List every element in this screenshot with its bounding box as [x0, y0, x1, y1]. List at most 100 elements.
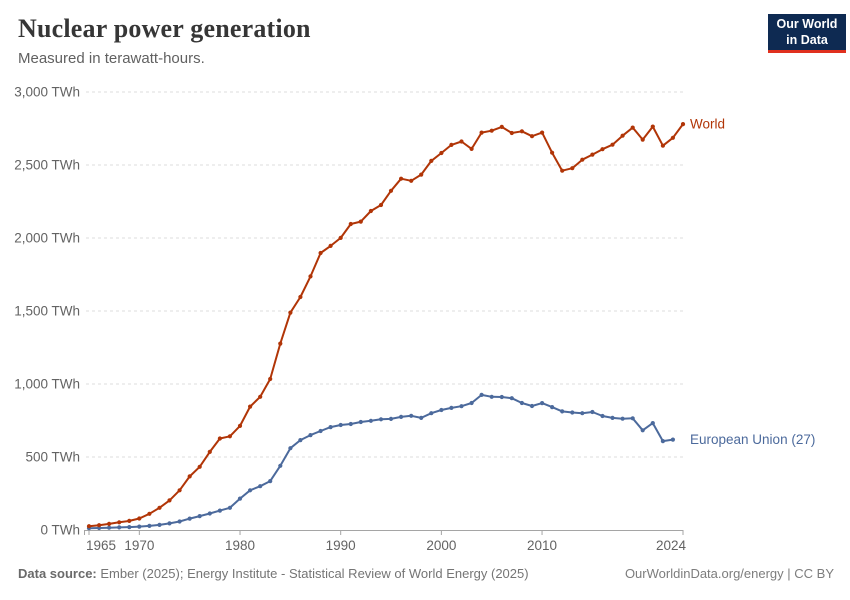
- data-point-marker: [620, 133, 625, 138]
- series-end-label[interactable]: World: [690, 117, 725, 132]
- data-point-marker: [258, 484, 263, 489]
- data-point-marker: [399, 414, 404, 419]
- data-point-marker: [268, 479, 273, 484]
- data-point-marker: [177, 519, 182, 524]
- data-point-marker: [499, 124, 504, 129]
- data-point-marker: [197, 514, 202, 519]
- chart-footer: Data source: Ember (2025); Energy Instit…: [18, 566, 834, 581]
- data-source-text: Ember (2025); Energy Institute - Statist…: [96, 566, 529, 581]
- x-axis-tick-label: 1970: [124, 538, 154, 553]
- data-point-marker: [600, 147, 605, 152]
- y-axis-tick-label: 500 TWh: [25, 450, 80, 465]
- data-point-marker: [499, 394, 504, 400]
- data-point-marker: [378, 417, 384, 422]
- data-point-marker: [308, 274, 313, 279]
- data-point-marker: [399, 176, 404, 181]
- data-point-marker: [308, 433, 313, 438]
- data-point-marker: [248, 404, 253, 409]
- series-end-label[interactable]: European Union (27): [690, 432, 815, 447]
- data-point-marker: [560, 168, 565, 173]
- data-point-marker: [640, 428, 645, 433]
- data-point-marker: [318, 250, 323, 256]
- owid-logo[interactable]: Our World in Data: [768, 14, 846, 53]
- data-point-marker: [509, 396, 514, 401]
- data-point-marker: [388, 416, 394, 421]
- data-point-marker: [469, 146, 474, 151]
- data-point-marker: [550, 405, 555, 410]
- data-point-marker: [137, 516, 142, 521]
- data-point-marker: [318, 428, 323, 434]
- data-point-marker: [570, 410, 575, 415]
- data-point-marker: [187, 516, 192, 521]
- y-axis-tick-label: 3,000 TWh: [14, 85, 80, 100]
- data-point-marker: [479, 392, 484, 397]
- data-point-marker: [660, 439, 666, 444]
- data-point-marker: [288, 310, 293, 315]
- data-point-marker: [268, 376, 273, 382]
- data-point-marker: [328, 425, 333, 430]
- data-point-marker: [227, 505, 232, 510]
- data-point-marker: [489, 128, 494, 133]
- data-point-marker: [519, 400, 525, 406]
- data-point-marker: [278, 463, 283, 468]
- data-point-marker: [580, 157, 585, 162]
- data-point-marker: [248, 488, 253, 493]
- data-point-marker: [207, 449, 212, 454]
- data-point-marker: [298, 438, 303, 443]
- data-point-marker: [630, 125, 635, 130]
- data-point-marker: [670, 437, 676, 442]
- y-axis-tick-label: 2,000 TWh: [14, 231, 80, 246]
- data-point-marker: [167, 498, 172, 503]
- data-point-marker: [258, 394, 263, 399]
- data-point-marker: [439, 407, 444, 413]
- page-title: Nuclear power generation: [18, 14, 311, 43]
- data-point-marker: [509, 130, 514, 136]
- data-point-marker: [157, 522, 162, 528]
- data-point-marker: [459, 139, 464, 144]
- data-point-marker: [288, 446, 293, 451]
- data-point-marker: [429, 158, 434, 163]
- data-point-marker: [650, 124, 655, 129]
- data-point-marker: [358, 419, 363, 425]
- owid-logo-line1: Our World: [776, 17, 838, 31]
- license-note[interactable]: OurWorldinData.org/energy | CC BY: [624, 566, 834, 581]
- owid-logo-line2: in Data: [786, 32, 828, 47]
- data-point-marker: [187, 474, 192, 479]
- data-point-marker: [97, 523, 102, 528]
- data-source-note: Data source: Ember (2025); Energy Instit…: [18, 566, 529, 581]
- data-point-marker: [640, 137, 645, 142]
- data-point-marker: [217, 508, 222, 513]
- data-point-marker: [600, 413, 605, 419]
- data-point-marker: [519, 129, 525, 134]
- data-point-marker: [237, 423, 243, 428]
- data-point-marker: [197, 464, 202, 469]
- data-point-marker: [660, 143, 666, 148]
- data-point-marker: [610, 142, 615, 147]
- data-point-marker: [590, 409, 595, 415]
- x-axis-tick-label: 1965: [86, 538, 116, 553]
- data-point-marker: [469, 400, 474, 406]
- data-point-marker: [489, 394, 494, 399]
- data-point-marker: [610, 415, 615, 420]
- data-point-marker: [439, 150, 444, 156]
- data-source-label: Data source:: [18, 566, 97, 581]
- data-point-marker: [147, 523, 152, 529]
- data-point-marker: [298, 294, 303, 300]
- data-point-marker: [167, 521, 172, 526]
- data-point-marker: [207, 511, 212, 516]
- data-point-marker: [107, 525, 112, 530]
- chart-subtitle: Measured in terawatt-hours.: [18, 50, 205, 67]
- data-point-marker: [328, 243, 333, 248]
- data-point-marker: [348, 421, 353, 427]
- data-point-marker: [217, 436, 222, 441]
- data-point-marker: [449, 142, 454, 147]
- data-point-marker: [540, 401, 545, 406]
- data-point-marker: [560, 409, 565, 414]
- data-point-marker: [147, 511, 152, 516]
- data-point-marker: [580, 411, 585, 416]
- data-point-marker: [137, 524, 142, 529]
- data-point-marker: [177, 488, 182, 493]
- data-point-marker: [86, 524, 92, 529]
